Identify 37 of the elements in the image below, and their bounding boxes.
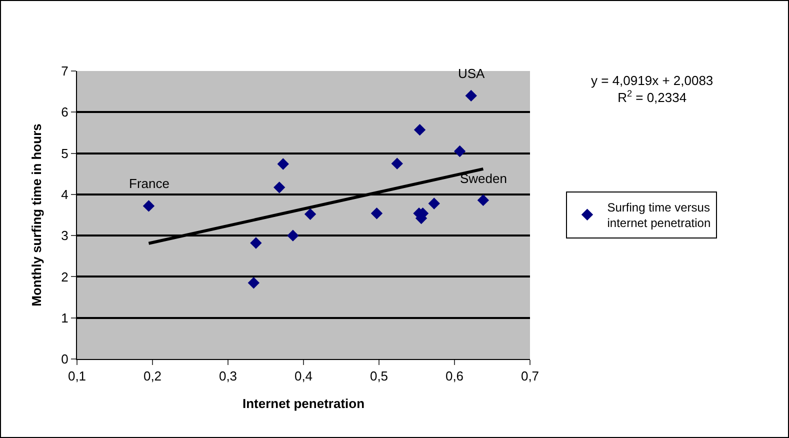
point: [248, 277, 260, 289]
point: [414, 124, 426, 136]
y-axis-title: Monthly surfing time in hours: [29, 124, 44, 306]
y-tick-label: 4: [61, 186, 68, 202]
x-tick-label: 0,1: [68, 368, 86, 384]
x-tick-label: 0,3: [218, 368, 238, 384]
y-tick-label: 7: [61, 64, 68, 79]
point: [250, 237, 262, 249]
point: [273, 182, 286, 194]
x-tick-label: 0,7: [520, 368, 540, 384]
point: [477, 194, 490, 206]
y-tick-label: 2: [61, 269, 68, 284]
point: [454, 145, 466, 158]
y-tick-label: 5: [61, 146, 68, 161]
annotation: USA: [458, 66, 486, 81]
point: [277, 158, 289, 170]
point: [287, 230, 299, 242]
legend-label: Surfing time versus internet penetration: [607, 200, 711, 230]
point: [465, 90, 477, 102]
text: y = 4,0919x + 2,0083: [591, 73, 714, 88]
point: [304, 208, 316, 220]
x-tick-label: 0,5: [370, 368, 388, 384]
y-tick-label: 1: [61, 310, 68, 326]
point: [391, 158, 403, 170]
point: [142, 200, 155, 212]
y-tick-label: 3: [61, 228, 68, 244]
x-tick-label: 0,4: [294, 368, 313, 384]
point: [428, 198, 440, 210]
y-tick-label: 0: [61, 352, 68, 367]
x-axis-title: Internet penetration: [242, 396, 365, 411]
annotation: France: [129, 176, 170, 191]
x-tick-label: 0,6: [445, 368, 464, 384]
x-tick-label: 0,2: [143, 368, 162, 384]
y-tick-label: 6: [61, 104, 68, 120]
annotation: Sweden: [460, 171, 507, 186]
text: R$^{2}$ = 0,2334: [618, 88, 687, 105]
point: [370, 208, 383, 220]
